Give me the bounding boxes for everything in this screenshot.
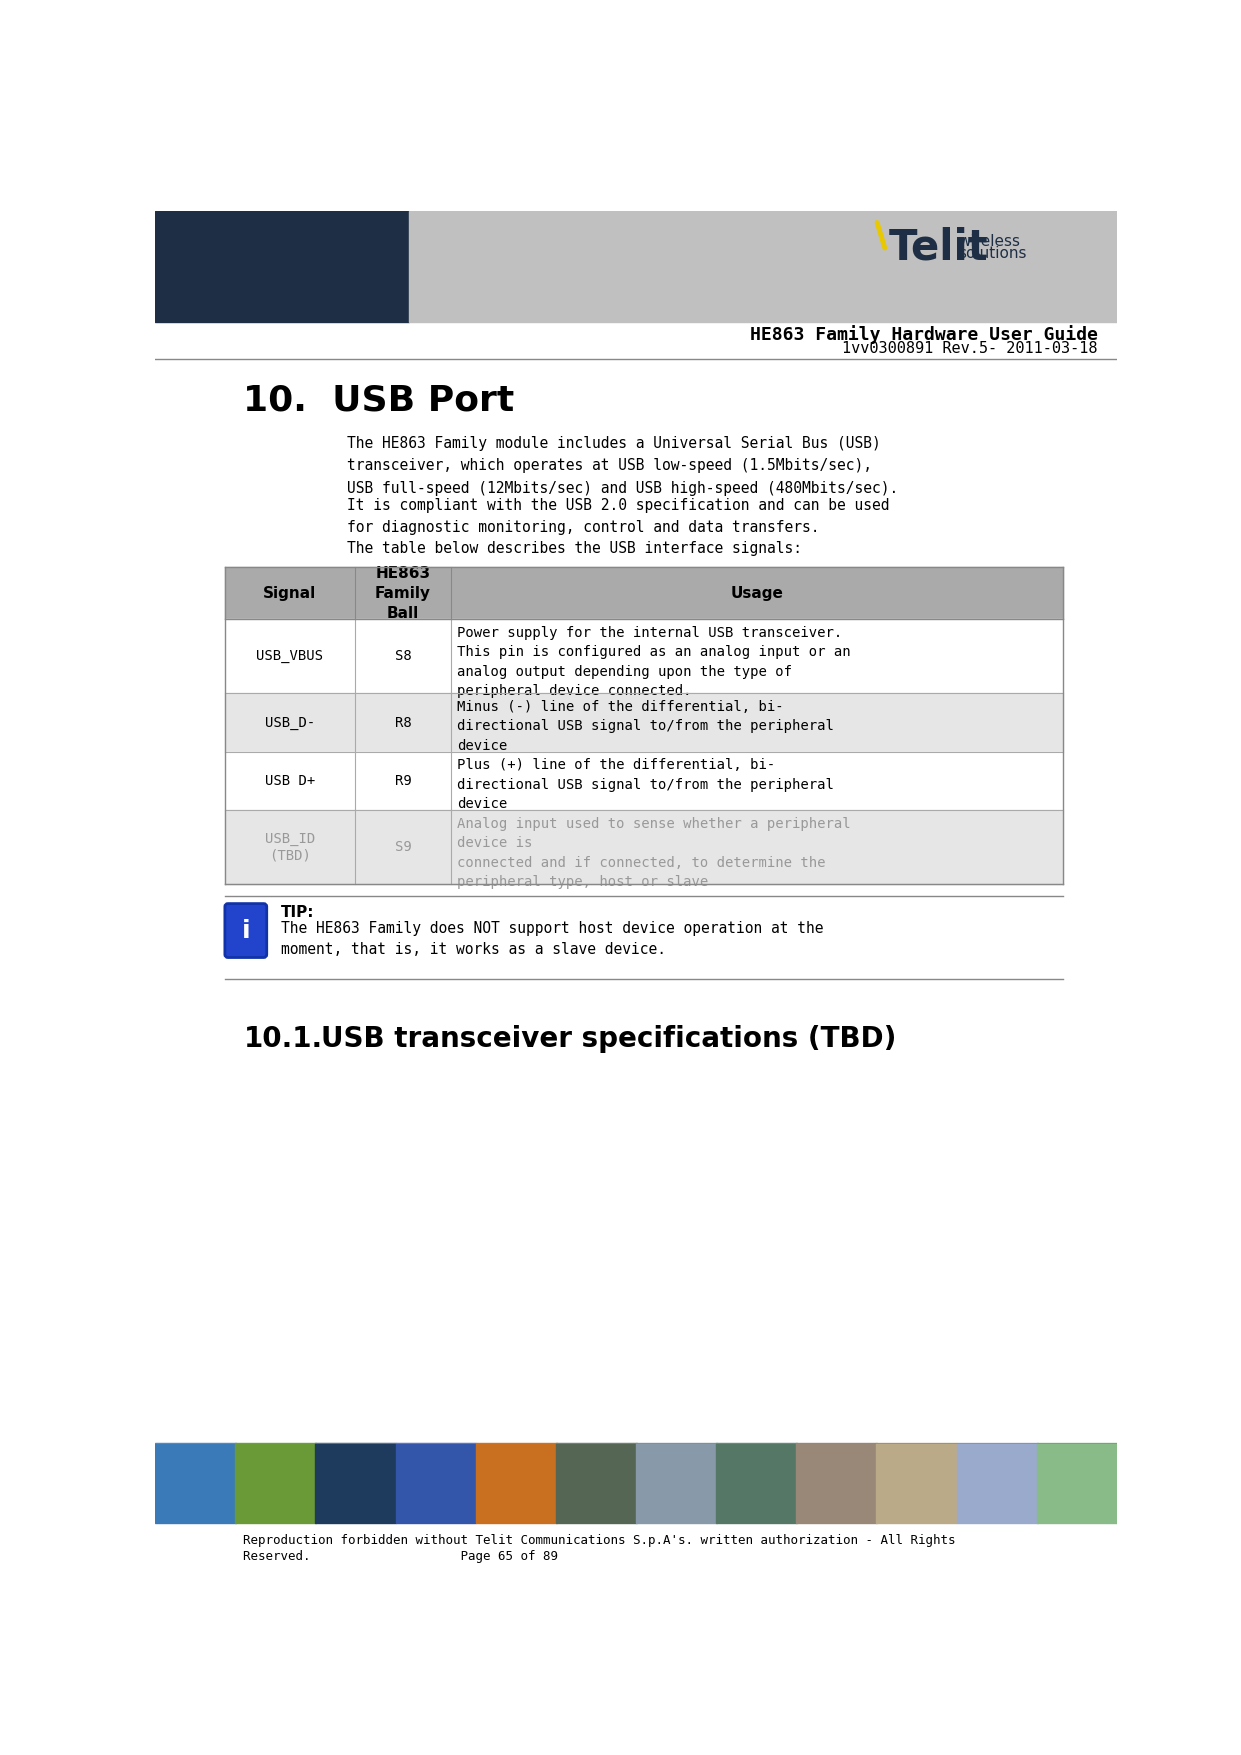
Text: TIP:: TIP: (280, 906, 314, 920)
Bar (637, 1443, 717, 1523)
Bar (396, 1443, 477, 1523)
Bar (876, 1443, 957, 1523)
Text: 10.1.: 10.1. (243, 1025, 323, 1053)
Bar (1036, 1443, 1118, 1523)
Bar (236, 1443, 316, 1523)
Text: USB_ID
(TBD): USB_ID (TBD) (264, 832, 315, 862)
Bar (225, 751, 1064, 811)
Text: The HE863 Family does NOT support host device operation at the
moment, that is, : The HE863 Family does NOT support host d… (280, 921, 823, 956)
Bar (225, 567, 1064, 620)
Text: HE863
Family
Ball: HE863 Family Ball (375, 567, 431, 621)
Text: HE863 Family Hardware User Guide: HE863 Family Hardware User Guide (750, 325, 1098, 344)
Text: 1vv0300891 Rev.5- 2011-03-18: 1vv0300891 Rev.5- 2011-03-18 (843, 340, 1098, 356)
Text: Reserved.                    Page 65 of 89: Reserved. Page 65 of 89 (243, 1550, 558, 1562)
Bar (155, 211, 410, 323)
FancyBboxPatch shape (225, 904, 267, 958)
Text: Analog input used to sense whether a peripheral
device is
connected and if conne: Analog input used to sense whether a per… (458, 816, 851, 890)
Text: R8: R8 (395, 716, 412, 730)
Bar (225, 811, 1064, 885)
Text: USB D+: USB D+ (264, 774, 315, 788)
Text: USB_D-: USB_D- (264, 716, 315, 730)
Text: The HE863 Family module includes a Universal Serial Bus (USB)
transceiver, which: The HE863 Family module includes a Unive… (347, 437, 898, 495)
Text: solutions: solutions (958, 246, 1028, 261)
Bar (315, 1443, 396, 1523)
Text: wireless: wireless (958, 233, 1020, 249)
Bar (957, 1443, 1037, 1523)
Text: The table below describes the USB interface signals:: The table below describes the USB interf… (347, 541, 803, 556)
Text: S9: S9 (395, 841, 412, 855)
Bar (797, 1443, 877, 1523)
Text: Signal: Signal (263, 586, 316, 600)
Text: USB_VBUS: USB_VBUS (257, 649, 324, 663)
Text: It is compliant with the USB 2.0 specification and can be used
for diagnostic mo: It is compliant with the USB 2.0 specifi… (347, 498, 890, 535)
Bar (225, 693, 1064, 751)
Text: Minus (-) line of the differential, bi-
directional USB signal to/from the perip: Minus (-) line of the differential, bi- … (458, 700, 834, 753)
Text: i: i (242, 918, 251, 942)
Bar (475, 1443, 557, 1523)
Text: Reproduction forbidden without Telit Communications S.p.A's. written authorizati: Reproduction forbidden without Telit Com… (243, 1534, 956, 1548)
Bar (556, 1443, 637, 1523)
Text: USB transceiver specifications (TBD): USB transceiver specifications (TBD) (321, 1025, 896, 1053)
Bar (155, 1443, 236, 1523)
Text: Usage: Usage (731, 586, 784, 600)
Text: S8: S8 (395, 649, 412, 663)
Bar (410, 211, 1117, 323)
Bar (225, 620, 1064, 693)
Text: 10.  USB Port: 10. USB Port (243, 384, 515, 418)
Text: Plus (+) line of the differential, bi-
directional USB signal to/from the periph: Plus (+) line of the differential, bi- d… (458, 758, 834, 811)
Text: Power supply for the internal USB transceiver.
This pin is configured as an anal: Power supply for the internal USB transc… (458, 625, 851, 698)
Text: Telit: Telit (889, 226, 988, 269)
Text: R9: R9 (395, 774, 412, 788)
Bar (716, 1443, 797, 1523)
